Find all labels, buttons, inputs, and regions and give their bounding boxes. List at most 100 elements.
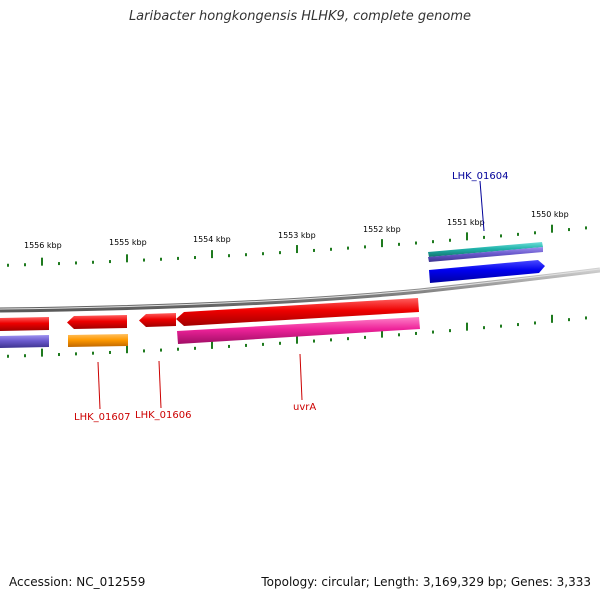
accession-text: Accession: NC_012559	[9, 575, 146, 589]
ruler-label-1553: 1553 kbp	[278, 231, 316, 240]
minor-tick	[75, 261, 77, 265]
minor-tick	[109, 350, 111, 354]
major-tick	[211, 250, 213, 259]
major-tick	[466, 322, 468, 331]
cds-reverse-left-edge[interactable]	[0, 317, 49, 331]
leader-line-lhk-01607	[97, 361, 101, 410]
ruler-label-1554: 1554 kbp	[193, 235, 231, 244]
minor-tick	[398, 242, 400, 246]
minor-tick	[330, 338, 332, 342]
major-tick	[296, 335, 298, 344]
minor-tick	[228, 344, 230, 348]
map-title: Laribacter hongkongensis HLHK9, complete…	[128, 9, 472, 24]
major-tick	[551, 224, 553, 233]
minor-tick	[228, 254, 230, 258]
minor-tick	[262, 252, 264, 256]
minor-tick	[415, 241, 417, 245]
minor-tick	[432, 330, 434, 334]
gene-label-lhk-01604[interactable]: LHK_01604	[452, 171, 508, 182]
minor-tick	[109, 260, 111, 264]
major-tick	[41, 257, 43, 266]
major-tick	[466, 232, 468, 241]
gene-label-lhk-01606[interactable]: LHK_01606	[135, 410, 191, 421]
major-tick	[296, 245, 298, 254]
minor-tick	[500, 324, 502, 328]
minor-tick	[364, 335, 366, 339]
major-tick	[551, 314, 553, 323]
minor-tick	[398, 333, 400, 337]
ruler-label-1555: 1555 kbp	[109, 238, 147, 247]
minor-tick	[517, 323, 519, 327]
minor-tick	[449, 238, 451, 242]
minor-tick	[432, 240, 434, 244]
minor-tick	[279, 251, 281, 255]
gene-purple-feature-top[interactable]	[428, 247, 543, 262]
gene-magenta-uvra[interactable]	[177, 317, 420, 344]
minor-tick	[313, 339, 315, 343]
minor-tick	[500, 234, 502, 238]
minor-tick	[245, 253, 247, 257]
minor-tick	[143, 349, 145, 353]
minor-tick	[568, 228, 570, 232]
minor-tick	[517, 232, 519, 236]
major-tick	[41, 348, 43, 357]
minor-tick	[245, 343, 247, 347]
genome-backbone-highlight	[0, 268, 600, 310]
major-tick	[211, 340, 213, 349]
upper-tick-ruler	[7, 224, 587, 267]
minor-tick	[585, 316, 587, 320]
minor-tick	[92, 351, 94, 355]
minor-tick	[568, 318, 570, 322]
gene-purple-feature-left[interactable]	[0, 335, 49, 348]
leader-line-lhk-01606	[158, 360, 162, 409]
major-tick	[381, 239, 383, 248]
minor-tick	[330, 247, 332, 251]
topology-info-text: Topology: circular; Length: 3,169,329 bp…	[261, 575, 591, 589]
minor-tick	[347, 337, 349, 341]
minor-tick	[58, 262, 60, 266]
minor-tick	[483, 326, 485, 330]
gene-orange-lhk-01607[interactable]	[68, 334, 128, 347]
cds-forward-arrow-lhk-01604[interactable]	[429, 260, 545, 283]
minor-tick	[347, 246, 349, 250]
minor-tick	[58, 353, 60, 357]
minor-tick	[534, 321, 536, 325]
gene-label-uvra[interactable]: uvrA	[293, 402, 316, 413]
minor-tick	[194, 346, 196, 350]
cds-reverse-uvra[interactable]	[176, 298, 419, 326]
minor-tick	[177, 256, 179, 260]
cds-reverse-lhk-01607[interactable]	[67, 315, 127, 329]
minor-tick	[194, 256, 196, 260]
minor-tick	[262, 342, 264, 346]
major-tick	[126, 345, 128, 354]
minor-tick	[7, 354, 9, 358]
minor-tick	[364, 245, 366, 249]
ruler-label-1550: 1550 kbp	[531, 210, 569, 219]
minor-tick	[415, 331, 417, 335]
minor-tick	[143, 258, 145, 262]
major-tick	[126, 254, 128, 263]
ruler-labels: 1556 kbp 1555 kbp 1554 kbp 1553 kbp 1552…	[24, 210, 569, 250]
gene-teal-feature[interactable]	[428, 242, 543, 257]
cds-reverse-lhk-01606[interactable]	[139, 313, 176, 327]
lower-tick-ruler	[7, 314, 587, 358]
leader-line-lhk-01604	[479, 180, 485, 232]
minor-tick	[24, 354, 26, 358]
minor-tick	[160, 257, 162, 261]
minor-tick	[483, 235, 485, 239]
genome-backbone	[0, 267, 600, 313]
major-tick	[381, 329, 383, 338]
minor-tick	[92, 260, 94, 264]
minor-tick	[585, 226, 587, 230]
minor-tick	[177, 347, 179, 351]
ruler-label-1551: 1551 kbp	[447, 218, 485, 227]
minor-tick	[7, 263, 9, 267]
minor-tick	[160, 348, 162, 352]
minor-tick	[75, 352, 77, 356]
gene-label-lhk-01607[interactable]: LHK_01607	[74, 412, 130, 423]
minor-tick	[534, 231, 536, 235]
ruler-label-1552: 1552 kbp	[363, 225, 401, 234]
ruler-label-1556: 1556 kbp	[24, 241, 62, 250]
minor-tick	[24, 263, 26, 267]
